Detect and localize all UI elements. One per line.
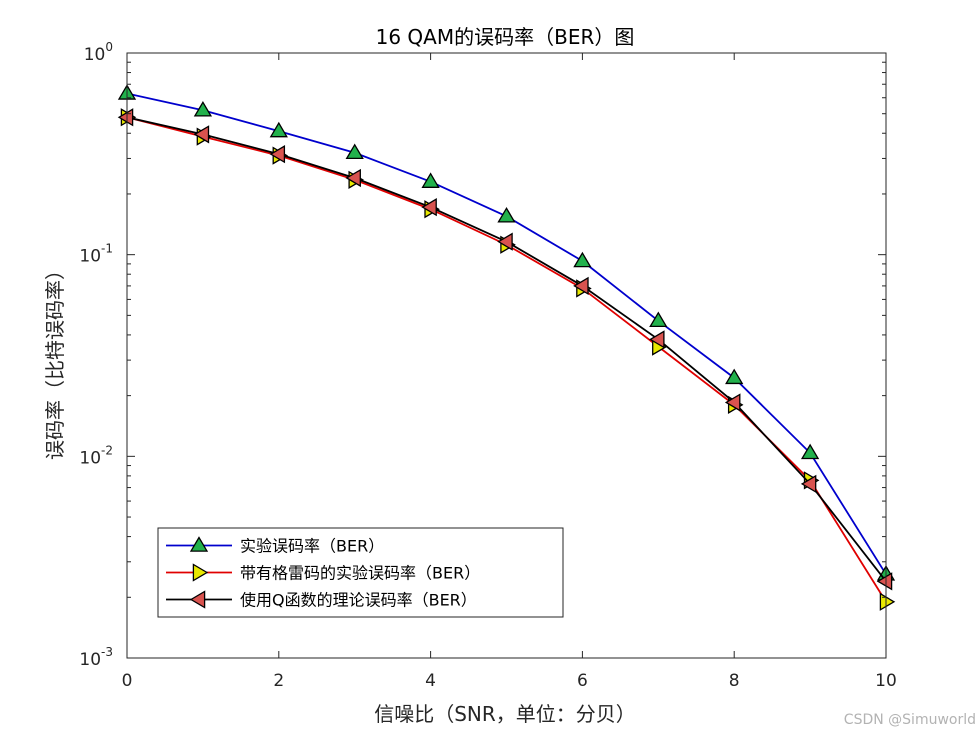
series-0-point [345, 143, 364, 160]
legend-swatch-marker-0 [189, 536, 209, 552]
legend-swatch-marker-2 [189, 590, 206, 609]
legend-swatch-marker-1 [192, 563, 209, 582]
watermark: CSDN @Simuworld [844, 712, 976, 728]
series-layer [117, 84, 896, 611]
series-2-point [649, 330, 665, 349]
series-0-point [193, 100, 213, 117]
y-tick-label: 10-2 [79, 443, 113, 468]
plot-frame [126, 52, 887, 659]
y-tick-base: 10 [84, 45, 106, 65]
y-tick-base: 10 [79, 247, 101, 267]
y-tick-base: 10 [79, 448, 101, 468]
series-2-point [269, 145, 286, 164]
x-tick-label: 8 [729, 671, 740, 691]
x-tick-label: 6 [577, 671, 588, 691]
series-0-point [421, 172, 440, 188]
y-tick-exponent: -3 [101, 645, 113, 659]
series-0-point [497, 207, 516, 223]
series-2-point [876, 572, 893, 591]
x-tick-label: 4 [425, 671, 436, 691]
series-2-point [421, 198, 437, 217]
y-axis-title: 误码率（比特误码率） [43, 260, 67, 460]
series-2-point [345, 168, 361, 188]
y-tick-base: 10 [79, 650, 101, 670]
series-0-point [573, 251, 592, 268]
legend-label-1: 带有格雷码的实验误码率（BER） [240, 564, 480, 583]
series-0-point [725, 368, 744, 385]
y-tick-exponent: 0 [105, 40, 113, 54]
y-tick-label: 100 [84, 40, 113, 65]
x-tick-label: 0 [122, 671, 133, 691]
series-2-point [193, 125, 210, 144]
legend-label-0: 实验误码率（BER） [240, 537, 384, 556]
legend-label-2: 使用Q函数的理论误码率（BER） [240, 591, 477, 610]
series-2-point [497, 232, 513, 251]
y-tick-exponent: -1 [101, 242, 113, 256]
series-2-point [800, 474, 817, 494]
series-0-point [269, 121, 288, 138]
chart-title: 16 QAM的误码率（BER）图 [376, 25, 635, 49]
x-tick-label: 2 [273, 671, 284, 691]
y-tick-label: 10-3 [79, 645, 113, 670]
series-2-point [573, 276, 589, 296]
y-tick-label: 10-1 [79, 242, 113, 267]
series-2 [117, 108, 893, 591]
y-tick-exponent: -2 [101, 443, 113, 457]
series-0-point [800, 443, 820, 460]
series-2-point [724, 393, 741, 412]
legend: 实验误码率（BER） 带有格雷码的实验误码率（BER） 使用Q函数的理论误码率（BE… [157, 527, 564, 618]
x-axis-title: 信噪比（SNR，单位：分贝） [374, 702, 636, 726]
series-0 [117, 84, 896, 581]
series-0-point [649, 311, 668, 328]
x-tick-label: 10 [875, 671, 897, 691]
